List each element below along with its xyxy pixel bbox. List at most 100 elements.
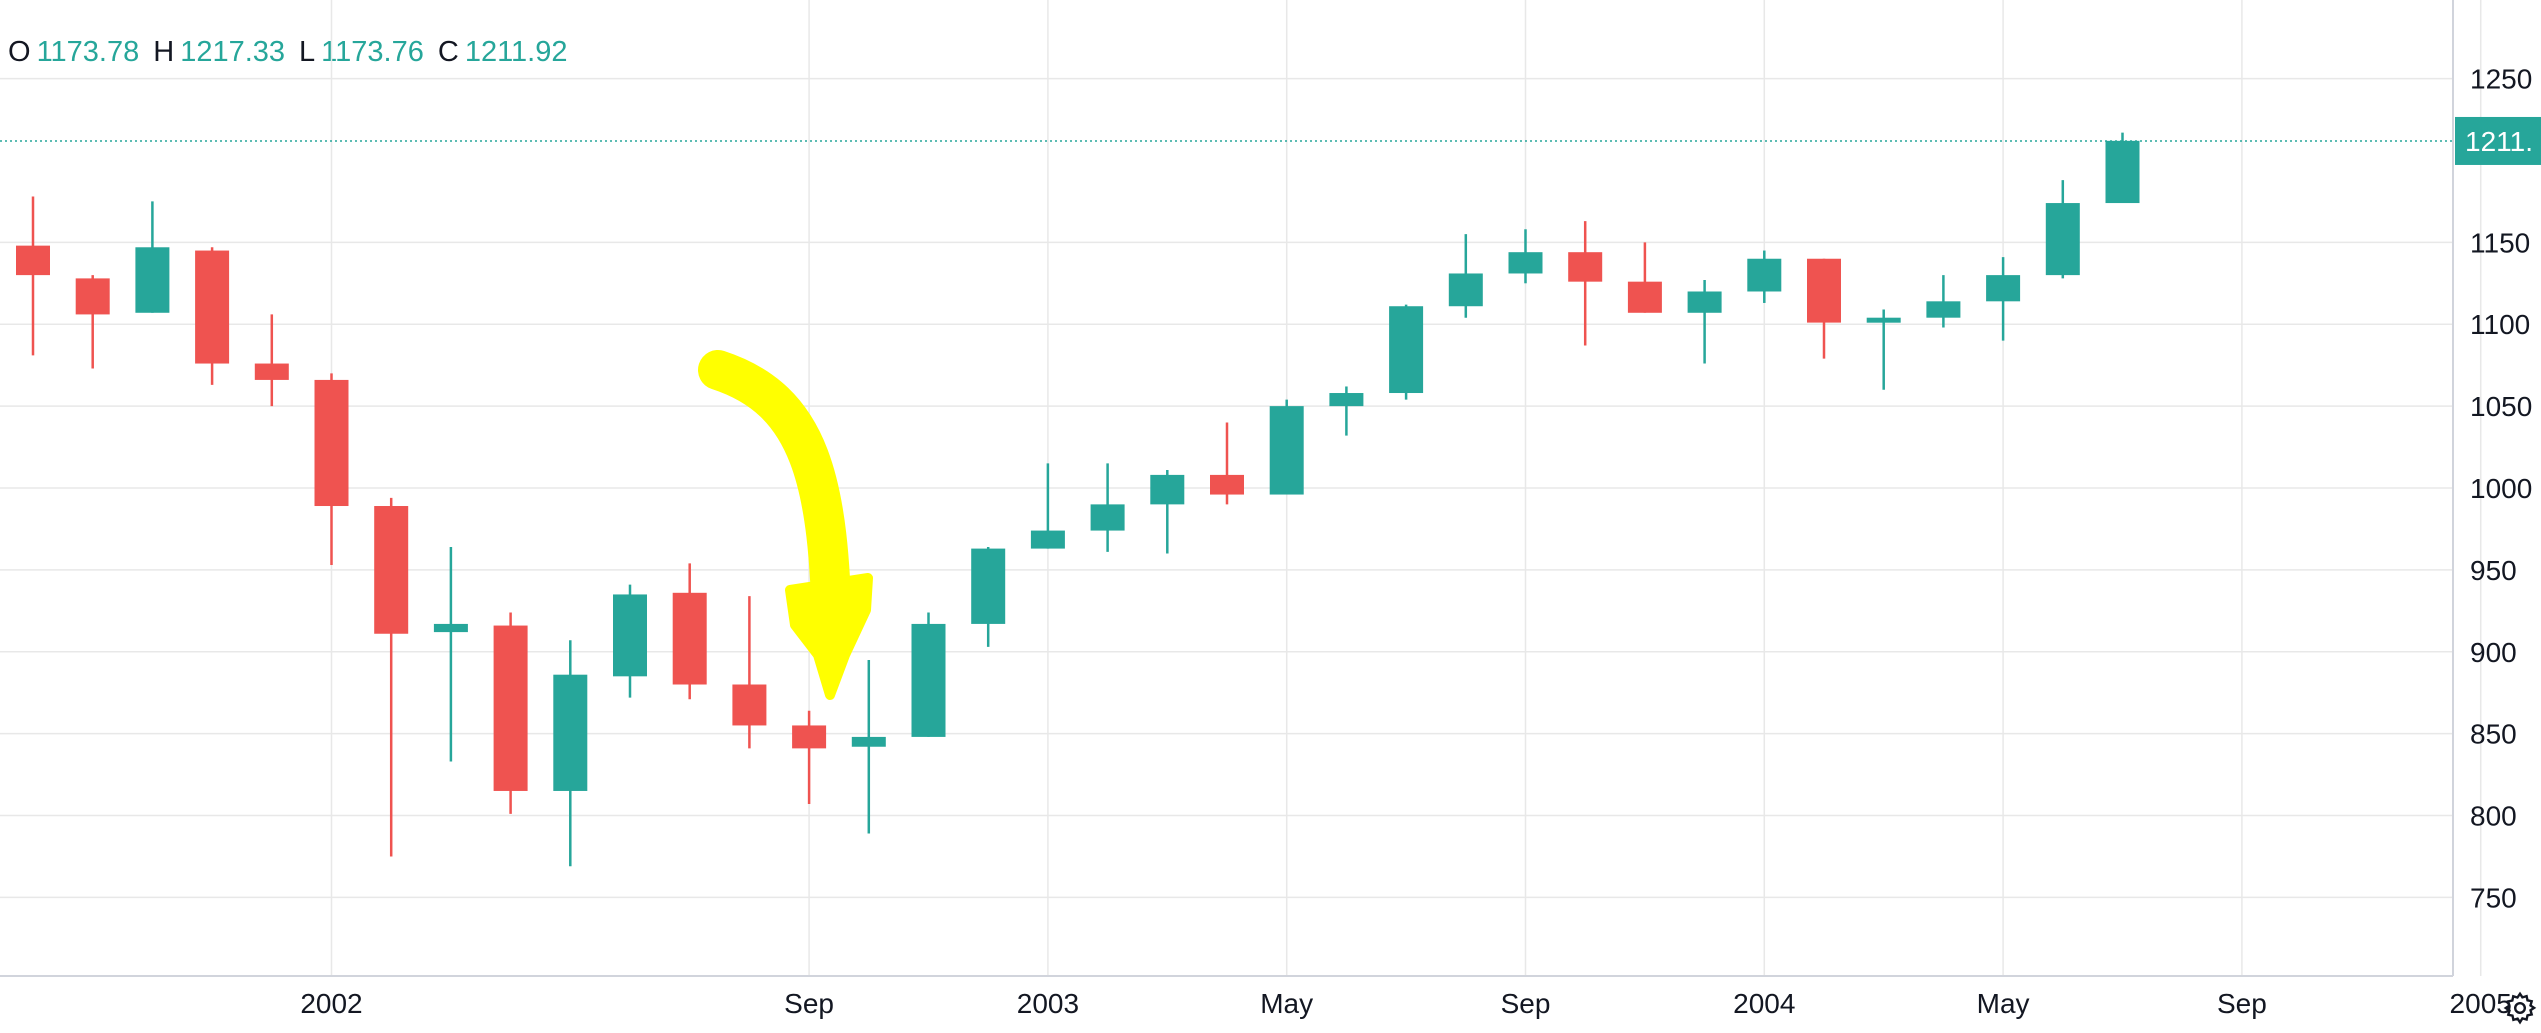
grid-lines bbox=[0, 0, 2482, 976]
high-value: 1217.33 bbox=[180, 36, 286, 68]
candle[interactable] bbox=[672, 563, 707, 700]
price-tick-label: 1050 bbox=[2470, 391, 2532, 422]
time-tick-label: 2002 bbox=[300, 988, 362, 1019]
candle-body bbox=[75, 278, 110, 315]
time-tick-label: 2005 bbox=[2450, 988, 2512, 1019]
candle[interactable] bbox=[792, 710, 827, 805]
low-label: L bbox=[299, 36, 316, 68]
candle[interactable] bbox=[1508, 229, 1543, 284]
price-tick-label: 950 bbox=[2470, 555, 2517, 586]
candle[interactable] bbox=[1627, 242, 1662, 313]
candle-body bbox=[1807, 258, 1841, 323]
candle[interactable] bbox=[732, 596, 767, 749]
candle[interactable] bbox=[1389, 304, 1424, 400]
candle-body bbox=[2105, 140, 2140, 204]
candle-body bbox=[16, 245, 50, 276]
high-label: H bbox=[153, 36, 175, 68]
price-tick-label: 1000 bbox=[2470, 473, 2532, 504]
candle-body bbox=[1568, 252, 1603, 282]
candle[interactable] bbox=[493, 612, 528, 814]
candle-body bbox=[314, 379, 349, 507]
low-value: 1173.76 bbox=[321, 36, 424, 68]
candle-body bbox=[1030, 530, 1065, 549]
candle[interactable] bbox=[1269, 399, 1304, 495]
time-tick-label: Sep bbox=[2217, 988, 2267, 1019]
price-axis[interactable]: 750 800 850 900 950 1000 1050 1100 1150 1250 bbox=[2470, 64, 2532, 914]
candles-layer bbox=[16, 132, 2140, 867]
candle[interactable] bbox=[2045, 180, 2080, 279]
ohlc-legend: O 1173.78 H 1217.33 L 1173.76 C 1211.92 bbox=[8, 36, 582, 69]
candle[interactable] bbox=[1807, 258, 1841, 359]
candle[interactable] bbox=[613, 584, 647, 698]
gear-icon[interactable] bbox=[2502, 990, 2538, 1026]
candle-body bbox=[1389, 306, 1424, 394]
candle[interactable] bbox=[374, 497, 409, 857]
annotation-arrow bbox=[698, 350, 873, 700]
time-axis[interactable]: 2002 Sep 2003 May Sep 2004 May Sep 2005 bbox=[300, 988, 2511, 1019]
price-tick-label: 750 bbox=[2470, 882, 2517, 913]
price-tick-label: 1150 bbox=[2470, 227, 2530, 258]
candle-body bbox=[433, 623, 468, 633]
candle[interactable] bbox=[75, 275, 110, 369]
candle-body bbox=[1508, 252, 1543, 274]
candle[interactable] bbox=[1090, 463, 1125, 552]
candle-body bbox=[1627, 281, 1662, 313]
time-tick-label: May bbox=[1977, 988, 2030, 1019]
candle[interactable] bbox=[433, 546, 468, 762]
candle[interactable] bbox=[135, 201, 170, 313]
price-tick-label: 800 bbox=[2470, 801, 2517, 832]
candle[interactable] bbox=[1030, 463, 1065, 549]
candle[interactable] bbox=[971, 546, 1006, 647]
last-price-marker: 1211. bbox=[0, 116, 2541, 165]
candle-body bbox=[135, 247, 170, 313]
price-tick-label: 1100 bbox=[2470, 309, 2530, 340]
candle-body bbox=[1866, 317, 1901, 323]
close-label: C bbox=[437, 36, 459, 68]
candle-body bbox=[792, 725, 827, 749]
candle-body bbox=[553, 674, 588, 791]
candle[interactable] bbox=[1986, 257, 2021, 341]
candle[interactable] bbox=[911, 612, 946, 737]
candle[interactable] bbox=[2105, 132, 2140, 204]
time-tick-label: 2004 bbox=[1733, 988, 1795, 1019]
candle[interactable] bbox=[1448, 234, 1483, 318]
open-value: 1173.78 bbox=[36, 36, 140, 68]
candle[interactable] bbox=[851, 659, 886, 834]
last-price-badge bbox=[2455, 116, 2541, 165]
price-tick-label: 1250 bbox=[2470, 64, 2532, 95]
candle[interactable] bbox=[195, 247, 230, 385]
candle[interactable] bbox=[1687, 280, 1722, 364]
candle-body bbox=[1329, 393, 1364, 407]
price-tick-label: 850 bbox=[2470, 719, 2517, 750]
candle[interactable] bbox=[254, 314, 289, 407]
candle[interactable] bbox=[553, 640, 588, 867]
candle-body bbox=[1090, 504, 1125, 531]
candle-body bbox=[254, 363, 289, 380]
candle-body bbox=[911, 623, 946, 737]
open-label: O bbox=[8, 36, 31, 68]
candle[interactable] bbox=[1568, 221, 1603, 346]
candle[interactable] bbox=[1926, 275, 1961, 328]
price-tick-label: 900 bbox=[2470, 637, 2517, 668]
candle-body bbox=[195, 250, 230, 364]
time-tick-label: 2003 bbox=[1017, 988, 1079, 1019]
candle[interactable] bbox=[1150, 469, 1185, 554]
candle[interactable] bbox=[1747, 250, 1782, 303]
candle[interactable] bbox=[1329, 386, 1364, 436]
candle-body bbox=[493, 625, 528, 791]
candle-body bbox=[1986, 275, 2021, 302]
candle-body bbox=[1269, 406, 1304, 495]
candle[interactable] bbox=[314, 373, 349, 565]
candle[interactable] bbox=[1210, 422, 1244, 505]
candle[interactable] bbox=[16, 196, 50, 356]
candle[interactable] bbox=[1866, 309, 1901, 390]
candle-body bbox=[971, 548, 1006, 624]
close-value: 1211.92 bbox=[464, 36, 568, 68]
candle-body bbox=[1210, 474, 1244, 495]
candle-body bbox=[1687, 291, 1722, 313]
candle-body bbox=[1926, 301, 1961, 318]
last-price-text: 1211. bbox=[2465, 126, 2533, 157]
candle-body bbox=[374, 506, 409, 634]
